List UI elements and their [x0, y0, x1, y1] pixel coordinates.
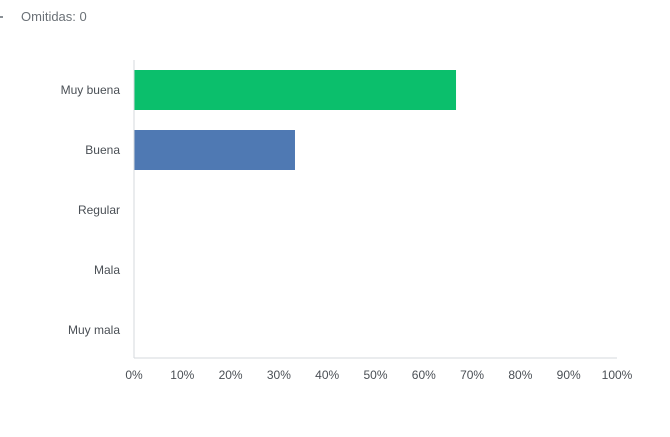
category-labels: Muy buena Buena Regular Mala Muy mala [61, 83, 121, 337]
bar-1 [134, 130, 295, 170]
x-tick-labels: 0% 10% 20% 30% 40% 50% 60% 70% 80% 90% 100% [125, 368, 632, 382]
bars [134, 70, 457, 170]
x-tick-label-2: 20% [219, 368, 243, 382]
bar-0 [134, 70, 457, 110]
x-tick-label-7: 70% [460, 368, 484, 382]
x-tick-label-0: 0% [125, 368, 143, 382]
bullet-icon [0, 16, 3, 18]
category-label-1: Buena [85, 143, 120, 157]
category-label-4: Muy mala [68, 323, 120, 337]
x-tick-label-1: 10% [170, 368, 194, 382]
omitted-summary: Omitidas: 0 [0, 8, 300, 28]
axes [133, 60, 617, 359]
x-tick-label-8: 80% [508, 368, 532, 382]
x-tick-label-10: 100% [602, 368, 633, 382]
x-tick-label-5: 50% [363, 368, 387, 382]
x-tick-label-9: 90% [557, 368, 581, 382]
x-tick-label-6: 60% [412, 368, 436, 382]
category-label-3: Mala [94, 263, 120, 277]
category-label-2: Regular [78, 203, 120, 217]
category-label-0: Muy buena [61, 83, 121, 97]
omitted-count-label: Omitidas: 0 [21, 9, 87, 24]
x-tick-label-4: 40% [315, 368, 339, 382]
x-tick-label-3: 30% [267, 368, 291, 382]
